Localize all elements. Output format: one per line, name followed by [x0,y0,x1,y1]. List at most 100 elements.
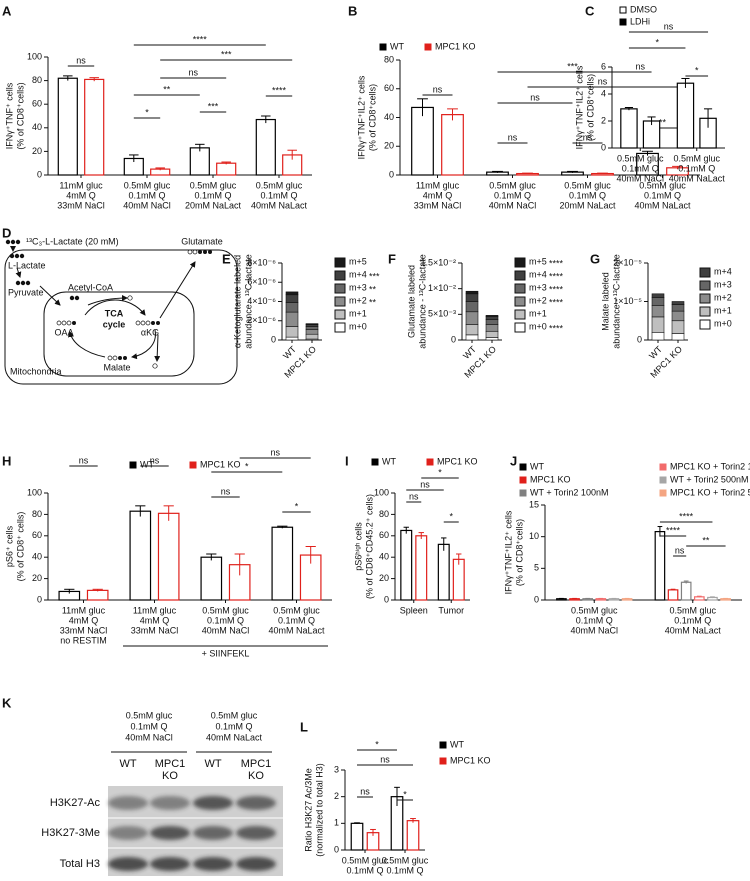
band [236,826,276,840]
x-tick-label: 0.1mM Q [278,615,315,625]
significance-label: ns [409,491,419,501]
bar [86,589,109,601]
x-tick-label: 0.5mM gluc [256,180,303,190]
bar [437,543,450,601]
legend-label: MPC1 KO [435,41,476,51]
x-tick-label: 40mM NaLact [665,625,722,635]
legend-swatch [619,6,627,14]
significance-label: * [403,789,407,799]
panel-letter: L [300,719,308,734]
y-axis-label: Glutamate labeled [406,265,416,338]
x-tick-label: 33mM NaCl [60,625,108,635]
bar [680,581,692,601]
diagram-d: D [2,225,238,385]
y-tick-label: 5 [534,563,539,573]
x-tick-label: 40mM NaLact [251,200,308,210]
legend-significance: **** [549,297,564,307]
row-label: Total H3 [60,858,100,870]
significance-label: ns [530,92,540,102]
legend-label: MPC1 KO [200,459,241,469]
bar-segment [651,316,665,333]
x-tick-label: Tumor [438,605,464,615]
legend-swatch [439,757,447,765]
x-tick-label: 0.5mM gluc [639,180,686,190]
y-tick-label: 2×10⁻⁵ [613,257,642,267]
y-axis-label: (% of CD8⁺cells) [514,519,524,586]
x-tick-label: 0.1mM Q [194,190,231,200]
label: Acetyl-CoA [68,282,113,292]
x-tick-label: 40mM NaCl [123,200,171,210]
legend-swatch [439,741,447,749]
legend-swatch [699,306,711,317]
y-tick-label: 8×10⁻⁶ [247,257,276,267]
y-tick-label: 0 [37,594,42,604]
x-tick-label: 40mM NaCl [202,625,250,635]
significance-label: ns [675,545,685,555]
bar [452,558,465,601]
bar [271,526,294,601]
bar-segment [305,323,319,325]
bar-segment [285,336,299,341]
legend-label: m+5 [529,256,547,266]
y-tick-label: 60 [379,530,389,540]
bar-segment [651,297,665,306]
bar [411,106,434,176]
x-tick-label: 0.1mM Q [622,163,659,173]
legend-swatch [426,458,434,466]
x-tick-label: 33mM NaCl [131,625,179,635]
legend-label: MPC1 KO + Torin2 100nM [670,461,750,471]
significance-label: * [245,461,249,471]
significance-label: ns [583,132,593,142]
legend-label: WT [140,459,154,469]
legend-swatch [129,461,137,469]
bar-segment [671,304,685,312]
y-axis-label: pS6⁺ cells [4,525,14,567]
x-tick-label: 0.1mM Q [260,190,297,200]
significance-label: ns [76,55,86,65]
x-tick-label: 40mM NaLact [669,173,726,183]
y-tick-label: 0 [384,594,389,604]
significance-label: ns [598,76,608,86]
bar-segment [651,305,665,318]
significance-label: ns [188,67,198,77]
significance-label: *** [221,49,232,59]
lane-label: MPC1 [241,758,272,770]
bar [189,147,210,176]
y-tick-label: 80 [32,509,42,519]
significance-label: ** [702,535,710,545]
label: OAA [54,327,73,337]
y-tick-label: 6 [601,61,606,71]
x-tick-label: 33mM NaCl [57,200,105,210]
panel-letter: B [348,3,357,18]
legend-label: m+2 [349,295,367,305]
legend-significance: **** [549,271,564,281]
bar [406,820,420,851]
legend-swatch [424,43,432,51]
panel-j: J 0 5 10 15 IFNγ⁺TNF⁺IL2⁺ cells (% of CD8⁺cell… [503,453,750,635]
y-tick-label: 60 [32,99,42,109]
x-tick-label: 0.5mM gluc [202,605,249,615]
bar-segment [651,293,665,298]
legend-significance: **** [549,284,564,294]
bar [400,529,413,601]
panel-letter: I [345,453,349,468]
panel-h: H 0 20 40 60 80 100 pS6⁺ cells (% of CD8⁺ cells)… [2,447,332,658]
x-tick-label: 0.1mM Q [494,190,531,200]
legend-swatch [699,293,711,304]
y-tick-label: 0 [271,334,276,344]
significance-label: ns [221,486,231,496]
panel-letter: D [2,225,11,240]
bar [84,78,105,176]
x-tick-label: 4mM Q [140,615,170,625]
bar [676,82,695,149]
bar-segment [485,315,499,317]
bar-segment [671,333,685,341]
significance-label: * [375,739,379,749]
y-axis-label: (% of CD8⁺ cells) [15,512,25,582]
band [108,796,148,810]
bar-segment [485,337,499,341]
legend-swatch [699,267,711,278]
label: Glutamate [181,236,223,246]
x-tick-label: 40mM NaCl [570,625,618,635]
